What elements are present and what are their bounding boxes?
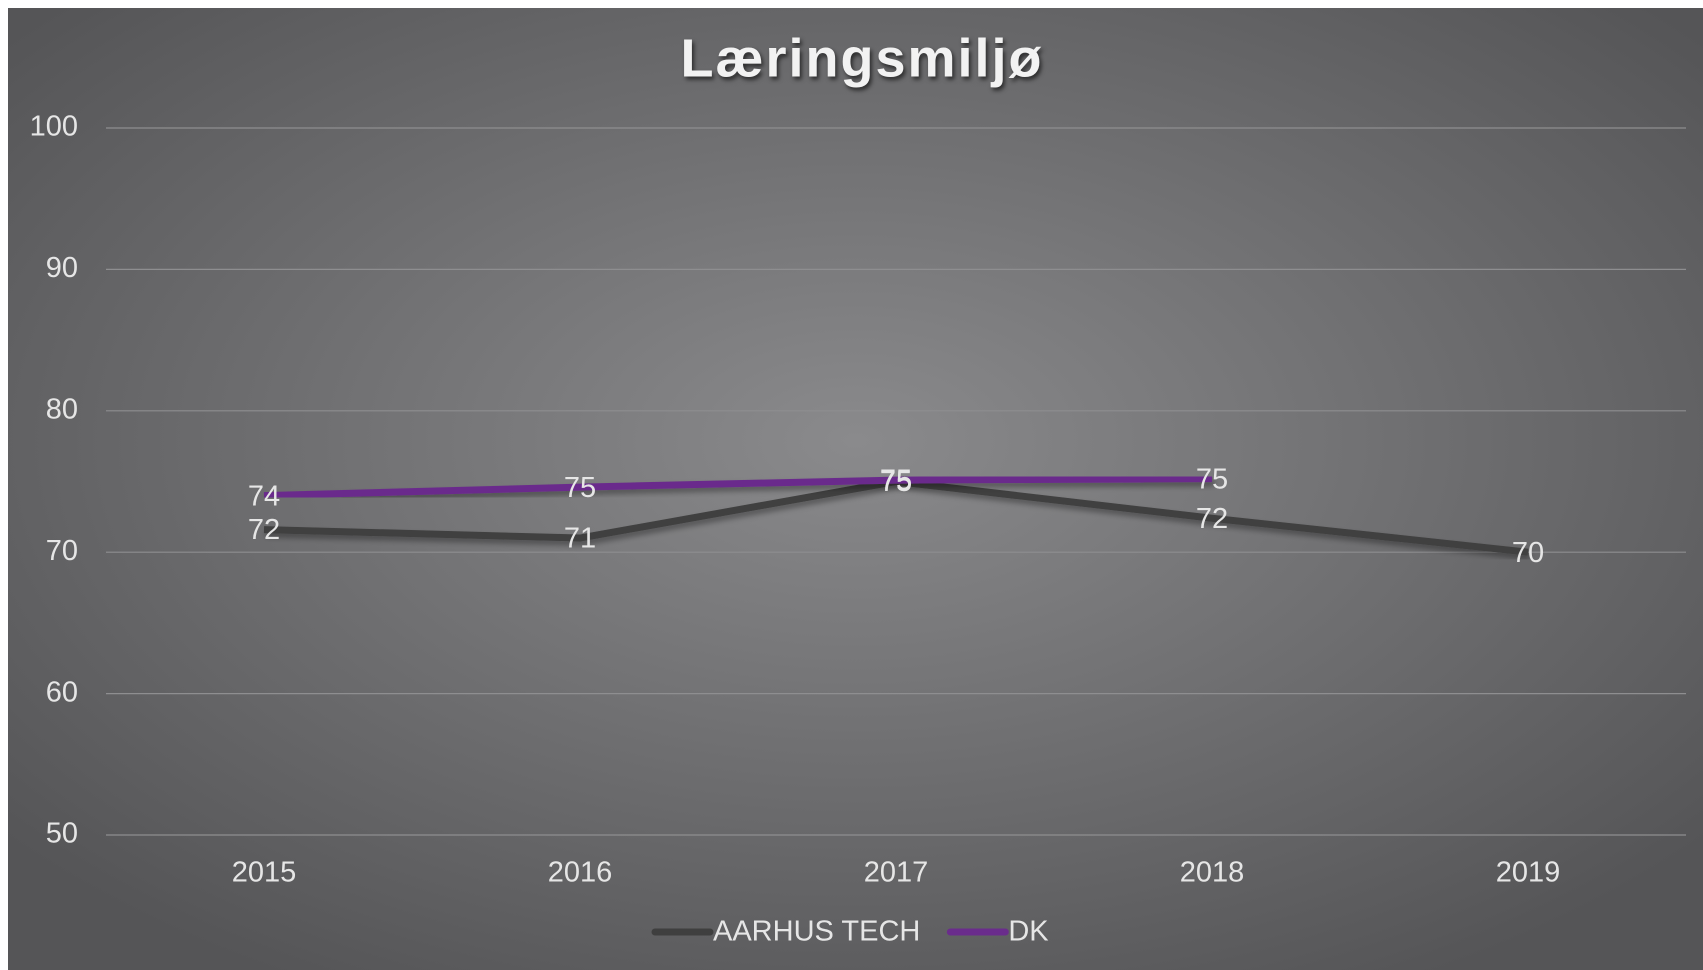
y-tick-label: 80 [46, 393, 78, 425]
data-label: 70 [1512, 537, 1544, 569]
y-tick-label: 90 [46, 252, 78, 284]
data-label: 75 [564, 472, 596, 504]
x-tick-label: 2017 [864, 857, 929, 889]
data-label: 75 [1196, 463, 1228, 495]
x-tick-label: 2016 [548, 857, 613, 889]
x-tick-label: 2018 [1180, 857, 1245, 889]
y-tick-label: 70 [46, 535, 78, 567]
data-label: 74 [248, 480, 280, 512]
x-tick-label: 2015 [232, 857, 297, 889]
data-label: 72 [1196, 503, 1228, 535]
data-label: 75 [880, 465, 912, 497]
series-line [263, 475, 1213, 500]
data-label: 71 [564, 523, 596, 555]
legend-label: DK [1008, 916, 1049, 948]
legend-label: AARHUS TECH [713, 916, 920, 948]
chart-title: Læringsmiljø [680, 28, 1043, 88]
data-label: 75 [880, 466, 912, 498]
y-tick-label: 100 [30, 111, 78, 143]
y-tick-label: 50 [46, 818, 78, 850]
x-tick-label: 2019 [1496, 857, 1561, 889]
data-label: 72 [248, 514, 280, 546]
y-tick-label: 60 [46, 676, 78, 708]
